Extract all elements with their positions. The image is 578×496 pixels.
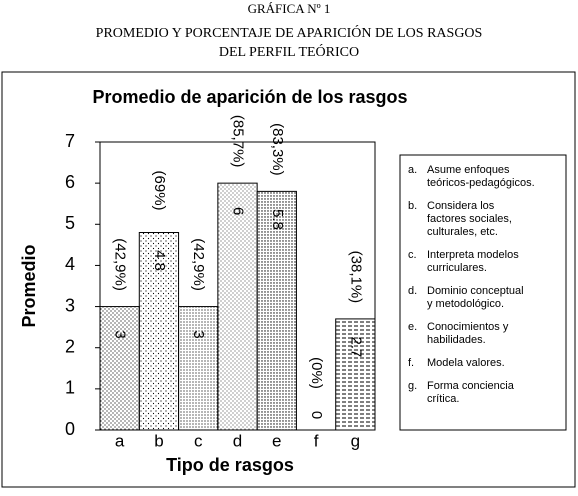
value-label: 6 (230, 207, 247, 215)
legend-marker: c. (408, 249, 417, 261)
x-tick-label: g (351, 431, 360, 450)
x-tick-label: a (115, 431, 125, 450)
y-axis-label: Promedio (19, 244, 39, 327)
y-tick-label: 6 (65, 172, 75, 192)
legend-text: factores sociales, (427, 213, 512, 225)
y-tick-label: 2 (65, 336, 75, 356)
y-tick-label: 5 (65, 213, 75, 233)
percent-label: (69%) (151, 171, 168, 211)
value-label: 3 (190, 330, 207, 338)
legend-text: y metodológico. (427, 298, 504, 310)
bar (256, 190, 297, 431)
legend-text: Conocimientos y (427, 321, 509, 333)
legend-text: habilidades. (427, 334, 486, 346)
legend-marker: a. (408, 164, 417, 176)
value-label: 0 (308, 411, 325, 419)
legend-text: Forma conciencia (427, 380, 515, 392)
legend-text: Modela valores. (427, 357, 505, 369)
legend-marker: g. (408, 380, 417, 392)
y-tick-label: 3 (65, 295, 75, 315)
bar (138, 232, 180, 431)
legend-text: curriculares. (427, 262, 487, 274)
value-label: 2.7 (347, 336, 364, 357)
header-title: PROMEDIO Y PORCENTAJE DE APARICIÓN DE LO… (96, 24, 483, 41)
legend-text: teóricos-pedagógicos. (427, 177, 535, 189)
legend-marker: b. (408, 200, 417, 212)
x-tick-label: d (233, 431, 242, 450)
legend-text: Interpreta modelos (427, 249, 519, 261)
y-tick-label: 4 (65, 254, 75, 274)
legend-marker: f. (408, 357, 414, 369)
percent-label: (42,9%) (112, 238, 129, 291)
legend-marker: e. (408, 321, 417, 333)
percent-label: (42,9%) (190, 238, 207, 291)
bar (217, 182, 258, 431)
bar (99, 306, 140, 431)
percent-label: (83,3%) (269, 123, 286, 176)
x-axis-label: Tipo de rasgos (166, 455, 294, 475)
y-tick-label: 7 (65, 131, 75, 151)
x-tick-label: c (194, 431, 203, 450)
y-tick-label: 1 (65, 378, 75, 398)
value-label: 4.8 (151, 250, 168, 271)
header-title: DEL PERFIL TEÓRICO (219, 43, 359, 60)
bar (335, 318, 376, 431)
value-label: 5.8 (269, 209, 286, 230)
legend-text: Dominio conceptual (427, 285, 524, 297)
legend-text: Considera los (427, 200, 495, 212)
percent-label: (0%) (308, 357, 325, 389)
x-tick-label: f (314, 431, 319, 450)
x-tick-label: b (154, 431, 163, 450)
legend-text: Asume enfoques (427, 164, 510, 176)
legend-text: crítica. (427, 393, 459, 405)
bar (178, 306, 219, 431)
legend-box (399, 154, 567, 431)
percent-label: (85,7%) (230, 115, 247, 168)
header-label: GRÁFICA Nº 1 (248, 1, 331, 16)
chart-title: Promedio de aparición de los rasgos (92, 87, 407, 107)
x-tick-label: e (272, 431, 281, 450)
legend-text: culturales, etc. (427, 226, 498, 238)
y-tick-label: 0 (65, 419, 75, 439)
chart-frame (1, 71, 576, 488)
legend-marker: d. (408, 285, 417, 297)
percent-label: (38,1%) (347, 251, 364, 304)
value-label: 3 (112, 330, 129, 338)
